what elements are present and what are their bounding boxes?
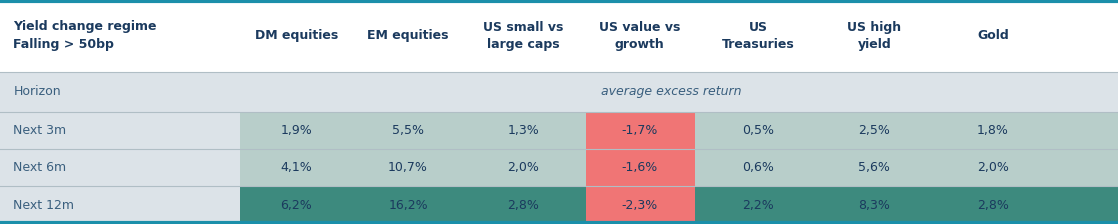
Text: Next 3m: Next 3m bbox=[13, 124, 67, 137]
Text: US high
yield: US high yield bbox=[847, 21, 901, 51]
Text: 10,7%: 10,7% bbox=[388, 161, 428, 174]
Bar bbox=[240, 112, 1118, 149]
Bar bbox=[240, 149, 1118, 186]
Text: 2,2%: 2,2% bbox=[742, 199, 774, 212]
Text: average excess return: average excess return bbox=[600, 85, 741, 98]
Text: 1,9%: 1,9% bbox=[281, 124, 312, 137]
Bar bbox=[0, 72, 1118, 112]
Text: 16,2%: 16,2% bbox=[388, 199, 428, 212]
Text: US value vs
growth: US value vs growth bbox=[599, 21, 680, 51]
Text: -2,3%: -2,3% bbox=[622, 199, 657, 212]
Bar bbox=[586, 112, 695, 149]
Text: DM equities: DM equities bbox=[255, 29, 338, 42]
Text: 2,5%: 2,5% bbox=[859, 124, 890, 137]
Text: Next 12m: Next 12m bbox=[13, 199, 75, 212]
Bar bbox=[0, 0, 1118, 72]
Text: Horizon: Horizon bbox=[13, 85, 61, 98]
Text: Next 6m: Next 6m bbox=[13, 161, 67, 174]
Text: 1,8%: 1,8% bbox=[977, 124, 1008, 137]
Bar bbox=[0, 112, 240, 149]
Text: Gold: Gold bbox=[977, 29, 1008, 42]
Bar bbox=[240, 186, 1118, 224]
Text: 5,6%: 5,6% bbox=[859, 161, 890, 174]
Text: 2,0%: 2,0% bbox=[977, 161, 1008, 174]
Bar bbox=[586, 149, 695, 186]
Bar bbox=[0, 149, 240, 186]
Text: US small vs
large caps: US small vs large caps bbox=[483, 21, 563, 51]
Text: US
Treasuries: US Treasuries bbox=[721, 21, 795, 51]
Text: -1,7%: -1,7% bbox=[622, 124, 657, 137]
Text: EM equities: EM equities bbox=[368, 29, 448, 42]
Bar bbox=[586, 186, 695, 224]
Text: 5,5%: 5,5% bbox=[392, 124, 424, 137]
Text: -1,6%: -1,6% bbox=[622, 161, 657, 174]
Text: 2,8%: 2,8% bbox=[977, 199, 1008, 212]
Text: 0,5%: 0,5% bbox=[742, 124, 774, 137]
Bar bbox=[0, 186, 240, 224]
Text: 2,0%: 2,0% bbox=[508, 161, 539, 174]
Text: Yield change regime
Falling > 50bp: Yield change regime Falling > 50bp bbox=[13, 20, 157, 51]
Text: 8,3%: 8,3% bbox=[859, 199, 890, 212]
Text: 4,1%: 4,1% bbox=[281, 161, 312, 174]
Text: 2,8%: 2,8% bbox=[508, 199, 539, 212]
Text: 6,2%: 6,2% bbox=[281, 199, 312, 212]
Text: 0,6%: 0,6% bbox=[742, 161, 774, 174]
Text: 1,3%: 1,3% bbox=[508, 124, 539, 137]
